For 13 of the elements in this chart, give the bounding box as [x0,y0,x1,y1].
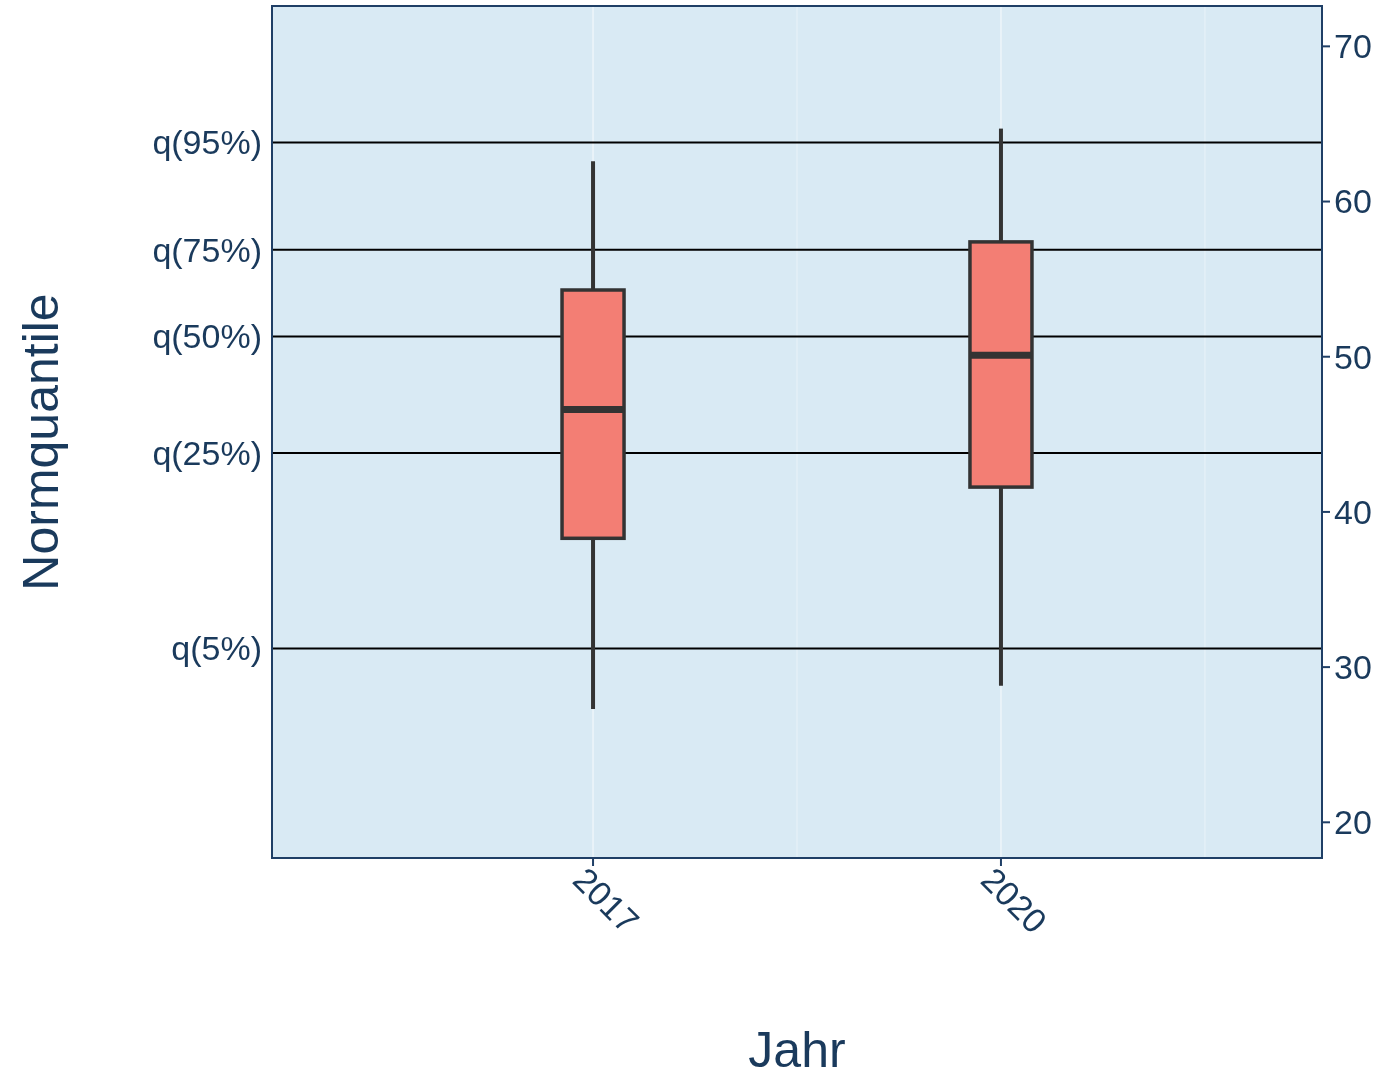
y-axis-title: Normquantile [13,293,69,591]
y-tick-label: 70 [1334,27,1372,66]
ref-line-label: q(25%) [152,433,262,472]
y-tick-label: 30 [1334,648,1372,687]
y-tick-label: 20 [1334,803,1372,842]
x-axis-title: Jahr [748,1022,846,1075]
y-tick-label: 40 [1334,492,1372,531]
y-tick-label: 60 [1334,182,1372,221]
ref-line-label: q(95%) [152,123,262,162]
y-tick-label: 50 [1334,337,1372,376]
ref-line-label: q(75%) [152,230,262,269]
ref-line-label: q(50%) [152,317,262,356]
ref-line-label: q(5%) [171,629,262,668]
